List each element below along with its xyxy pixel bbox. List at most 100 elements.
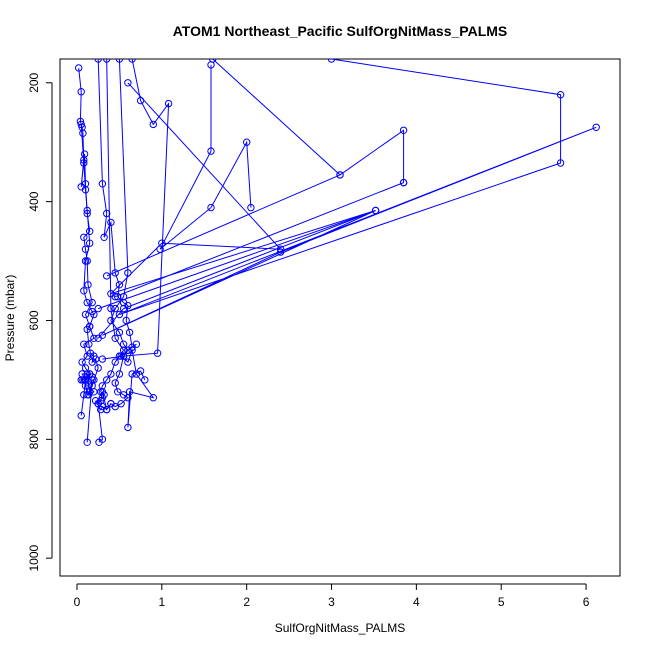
- series-line: [98, 59, 597, 336]
- series-group: [107, 59, 158, 432]
- data-point: [114, 293, 122, 301]
- data-point: [107, 370, 115, 378]
- data-point: [88, 298, 96, 307]
- data-point: [399, 126, 408, 135]
- data-point: [124, 358, 132, 366]
- data-point: [124, 79, 132, 87]
- data-point: [103, 59, 111, 63]
- data-point: [117, 400, 125, 408]
- data-point: [103, 209, 111, 218]
- data-point: [78, 370, 86, 378]
- data-point: [80, 233, 88, 242]
- plot-area: [75, 59, 600, 446]
- y-axis: 200 400 600 800 1000: [27, 72, 53, 572]
- y-tick-label: 800: [27, 429, 41, 449]
- x-tick-label: 1: [158, 595, 165, 609]
- data-point: [83, 325, 91, 334]
- data-point: [556, 91, 565, 99]
- data-point: [125, 388, 134, 396]
- data-point: [119, 352, 128, 360]
- y-tick-label: 200: [27, 72, 41, 92]
- data-point: [107, 304, 115, 313]
- data-point: [115, 310, 124, 319]
- data-point: [556, 159, 565, 167]
- data-point: [107, 290, 115, 298]
- data-point: [85, 340, 93, 348]
- data-point: [111, 269, 119, 277]
- plot-frame: [59, 58, 621, 577]
- data-point: [95, 438, 103, 446]
- data-point: [98, 180, 107, 188]
- data-point: [90, 334, 98, 342]
- data-point: [98, 355, 107, 363]
- series-group: [156, 61, 255, 253]
- data-point: [592, 123, 600, 132]
- series-line: [159, 64, 252, 250]
- data-point: [83, 298, 91, 307]
- data-point: [111, 334, 119, 342]
- data-point: [119, 304, 128, 313]
- x-tick-label: 0: [74, 595, 81, 609]
- data-point: [247, 203, 255, 212]
- data-point: [115, 328, 124, 337]
- x-axis: 0 1 2 3 4 5 6: [74, 583, 590, 609]
- data-point: [114, 388, 122, 396]
- data-point: [276, 245, 285, 253]
- data-point: [115, 281, 124, 289]
- data-point: [115, 59, 124, 63]
- data-point: [81, 382, 90, 390]
- data-point: [81, 310, 90, 319]
- data-point: [84, 281, 92, 289]
- series-group: [94, 59, 600, 339]
- data-point: [128, 370, 136, 378]
- data-point: [77, 88, 85, 96]
- data-point: [77, 411, 85, 420]
- series-line: [97, 82, 376, 339]
- data-point: [132, 340, 141, 348]
- data-point: [243, 138, 251, 146]
- y-tick-label: 600: [27, 310, 41, 330]
- data-point: [164, 99, 173, 108]
- series-group: [103, 59, 408, 301]
- data-point: [141, 376, 149, 384]
- x-axis-label: SulfOrgNitMass_PALMS: [275, 621, 405, 635]
- series-group: [77, 120, 102, 446]
- data-point: [209, 59, 217, 63]
- data-point: [80, 159, 88, 167]
- data-point: [107, 400, 115, 408]
- data-point: [158, 239, 166, 247]
- data-point: [107, 218, 115, 227]
- data-point: [149, 120, 158, 129]
- data-point: [111, 358, 119, 366]
- data-point: [111, 304, 119, 313]
- data-point: [98, 394, 107, 402]
- data-point: [124, 269, 132, 277]
- data-point: [83, 370, 91, 378]
- data-point: [81, 257, 90, 265]
- x-tick-label: 5: [498, 595, 505, 609]
- data-point: [78, 358, 86, 366]
- data-point: [83, 206, 91, 215]
- data-point: [75, 64, 83, 72]
- series-group: [98, 59, 173, 363]
- data-point: [124, 423, 132, 432]
- y-tick-label: 1000: [27, 545, 41, 572]
- series-group: [94, 79, 380, 342]
- data-point: [94, 364, 102, 372]
- data-point: [81, 186, 90, 194]
- x-tick-label: 6: [583, 595, 590, 609]
- data-point: [103, 376, 111, 384]
- data-point: [77, 120, 85, 129]
- data-point: [80, 340, 88, 348]
- data-point: [153, 349, 162, 357]
- data-point: [94, 59, 102, 63]
- data-point: [399, 178, 408, 187]
- y-tick-label: 400: [27, 191, 41, 211]
- data-point: [327, 59, 336, 63]
- data-point: [119, 340, 128, 348]
- chart-title: ATOM1 Northeast_Pacific SulfOrgNitMass_P…: [173, 23, 508, 39]
- data-point: [124, 346, 132, 354]
- data-point: [91, 397, 100, 405]
- data-point: [94, 304, 102, 313]
